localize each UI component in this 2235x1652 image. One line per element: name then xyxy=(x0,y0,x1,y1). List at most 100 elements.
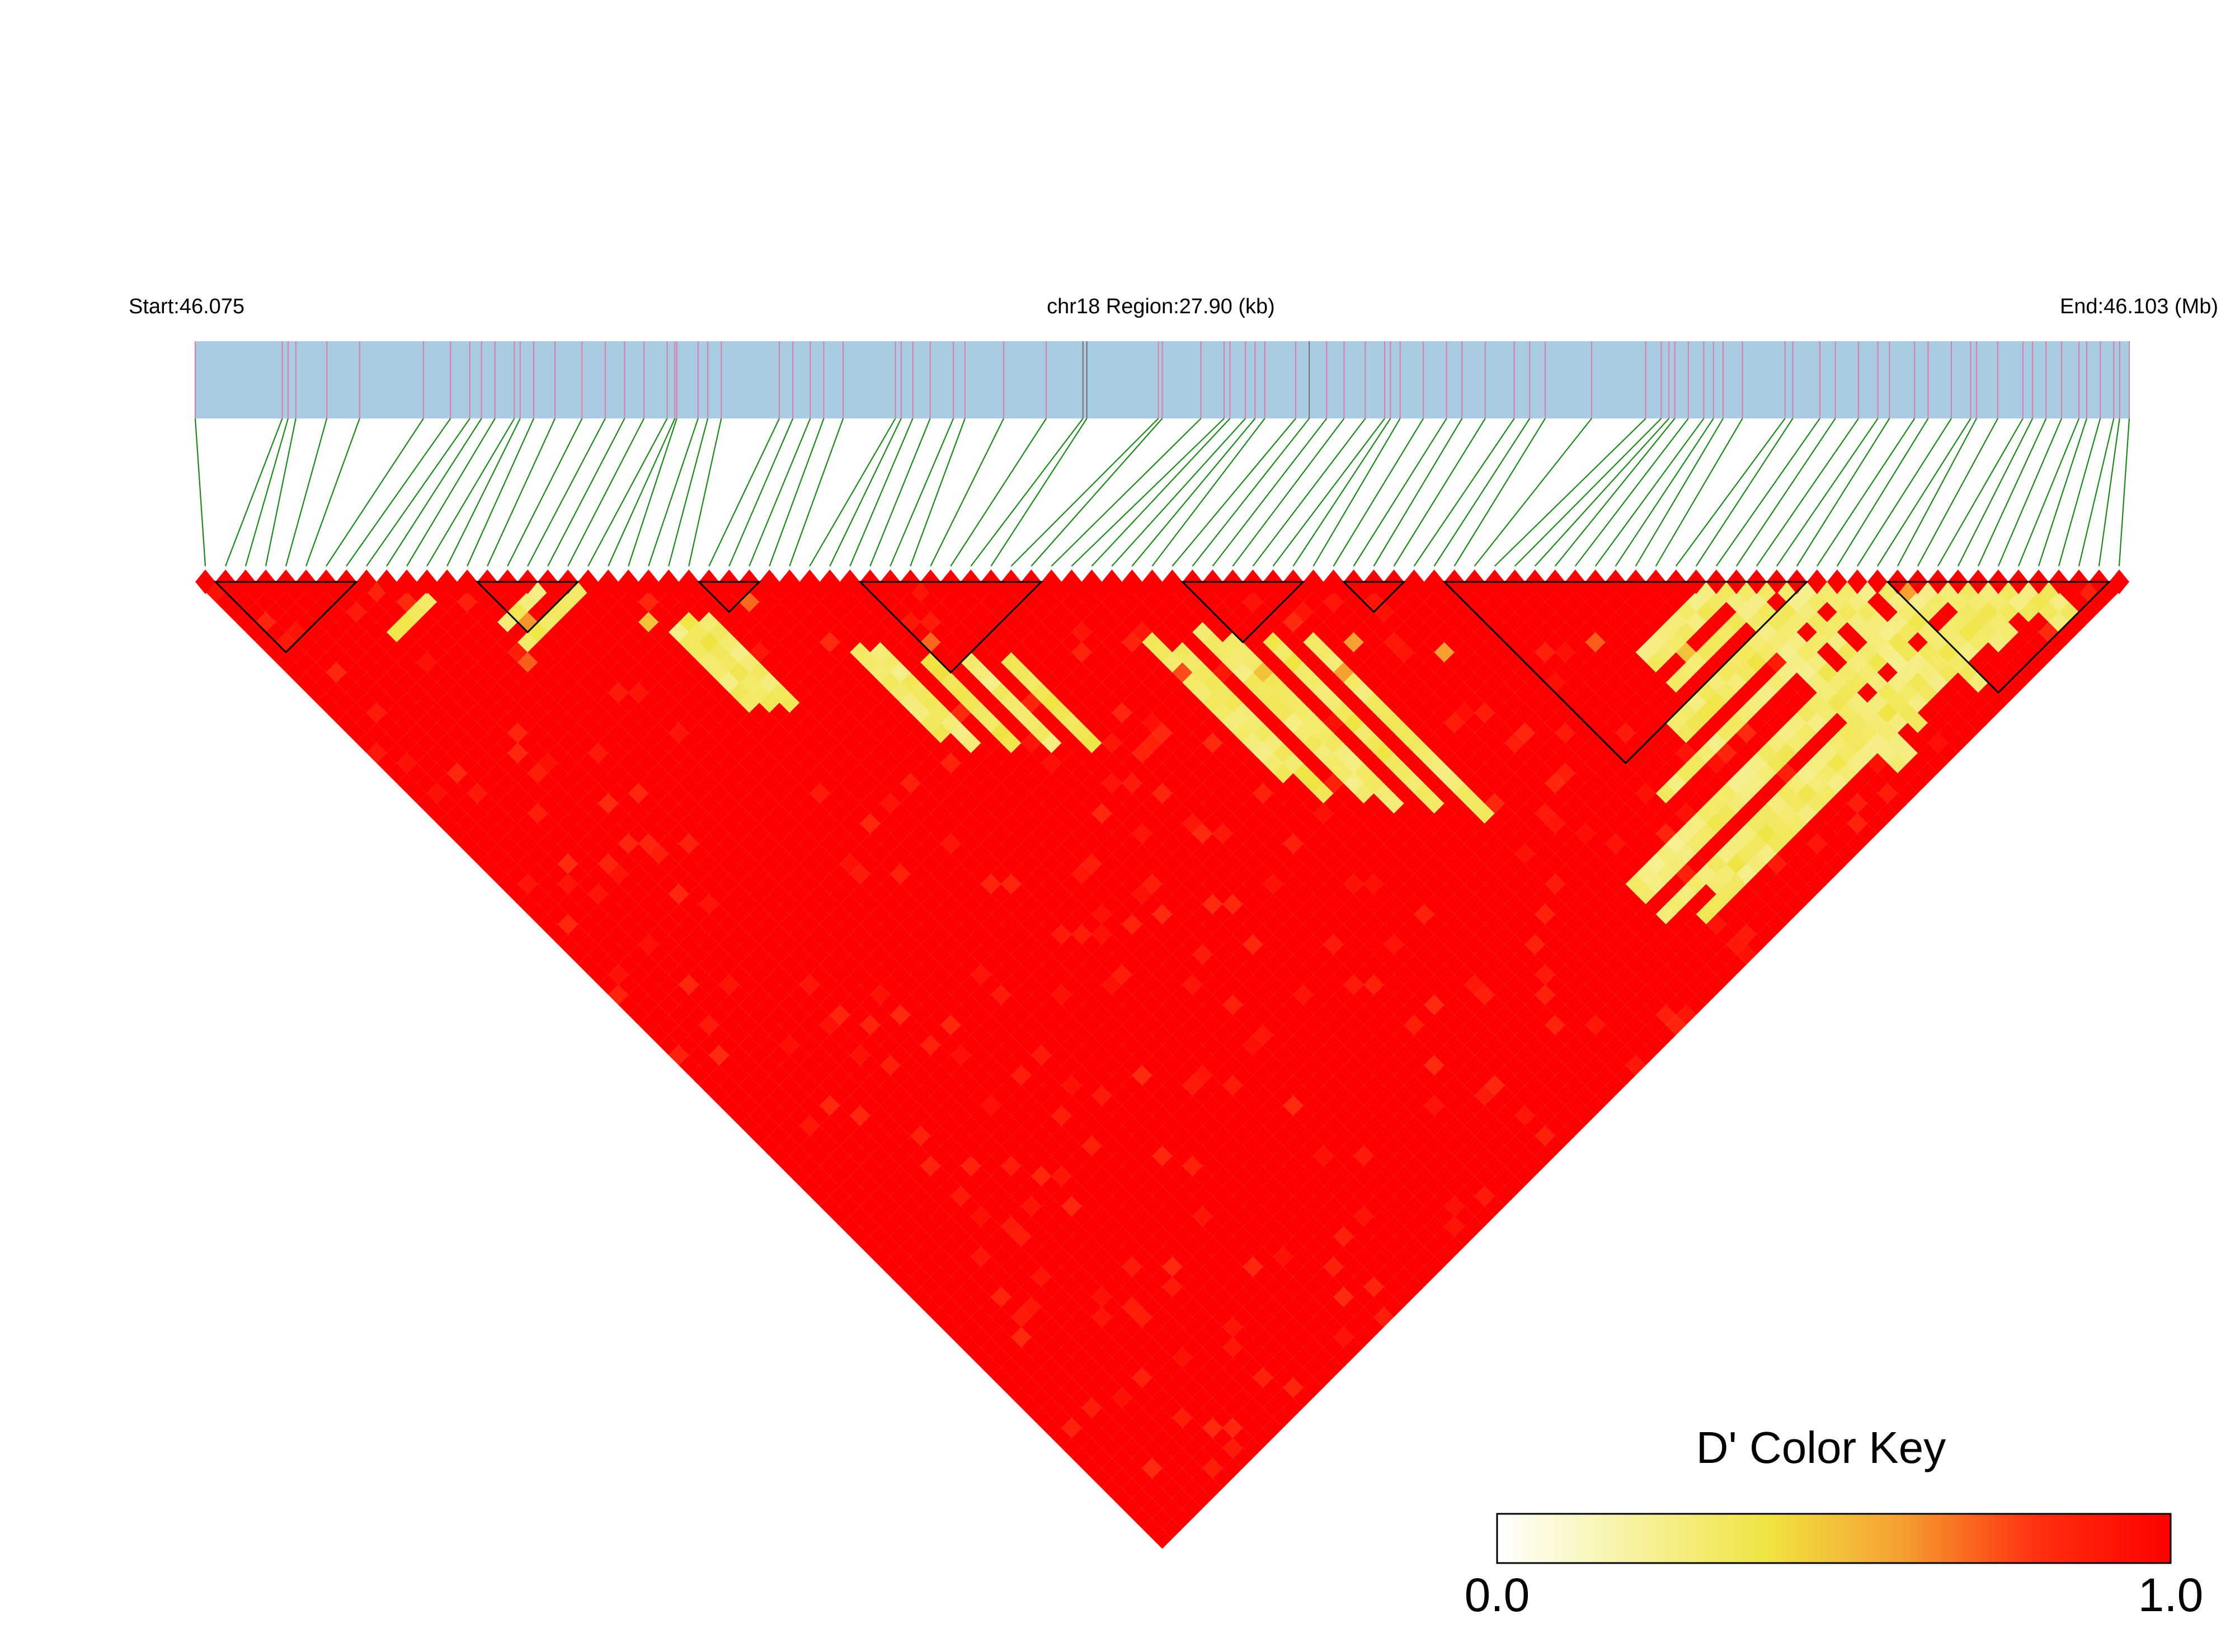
ld-cell xyxy=(1353,864,1374,884)
ld-cell xyxy=(860,813,881,834)
ld-cell xyxy=(1091,1246,1112,1267)
snp-connector xyxy=(1071,418,1225,567)
ld-cell xyxy=(1283,1256,1304,1277)
ld-cell xyxy=(669,642,689,662)
region-end-label: End:46.103 (Mb) xyxy=(2060,295,2218,318)
ld-cell xyxy=(1051,884,1072,905)
ld-cell xyxy=(1444,793,1465,814)
ld-cell xyxy=(961,672,981,693)
ld-cell xyxy=(1897,662,1918,683)
ld-cell xyxy=(1051,743,1072,764)
ld-cell xyxy=(1444,874,1465,895)
ld-cell xyxy=(749,864,770,884)
ld-cell xyxy=(1243,874,1263,895)
ld-cell xyxy=(558,632,578,652)
ld-cell xyxy=(558,793,578,814)
ld-cell xyxy=(407,662,427,683)
ld-cell xyxy=(870,1126,891,1146)
snp-connector xyxy=(1252,418,1366,567)
snp-connector xyxy=(1816,418,1916,567)
haplotype-block-outline xyxy=(213,581,359,654)
ld-cell xyxy=(759,854,780,874)
ld-cell xyxy=(1343,854,1364,874)
ld-cell xyxy=(1434,642,1455,662)
ld-cell xyxy=(1051,844,1072,864)
ld-cell xyxy=(1021,672,1042,693)
ld-cell xyxy=(1011,1246,1032,1267)
ld-cell xyxy=(1756,864,1777,884)
ld-cell xyxy=(1182,1256,1203,1277)
ld-cell xyxy=(1061,693,1082,713)
ld-cell xyxy=(1827,854,1847,874)
ld-heatmap xyxy=(195,570,2129,1549)
ld-cell xyxy=(1303,672,1324,693)
snp-ticks xyxy=(195,341,2130,418)
ld-cell xyxy=(799,1055,820,1076)
ld-cell xyxy=(1001,1256,1022,1277)
snp-connector xyxy=(224,418,283,567)
ld-cell xyxy=(1645,652,1666,672)
ld-cell xyxy=(507,662,528,683)
ld-cell xyxy=(1061,1438,1082,1458)
ld-cell xyxy=(1102,672,1122,693)
ld-cell xyxy=(1333,864,1354,884)
ld-cell xyxy=(1434,662,1455,683)
ld-cell xyxy=(1001,672,1022,693)
ld-cell xyxy=(1192,1448,1213,1469)
ld-cell xyxy=(1645,934,1666,955)
snp-connector xyxy=(1615,418,1714,567)
snp-connector xyxy=(1151,418,1265,567)
ld-cell xyxy=(991,1246,1011,1267)
ld-cell xyxy=(1968,672,1988,693)
snp-connector xyxy=(769,418,825,567)
color-key: D' Color Key 0.0 1.0 xyxy=(1465,1423,2204,1621)
ld-cell xyxy=(1414,864,1434,884)
ld-cell xyxy=(860,1136,881,1156)
ld-cell xyxy=(658,894,679,915)
ld-cell xyxy=(870,924,891,945)
ld-cell xyxy=(1011,662,1032,683)
ld-cell xyxy=(1837,683,1857,703)
ld-cell xyxy=(467,743,488,764)
ld-cell xyxy=(1404,1055,1424,1076)
ld-cell xyxy=(1424,1256,1444,1277)
ld-cell xyxy=(1464,672,1485,693)
ld-cell xyxy=(2008,672,2029,693)
ld-cell xyxy=(1253,1005,1273,1025)
ld-cell xyxy=(296,672,317,693)
haplotype-block-outline xyxy=(1180,581,1306,644)
ld-cell xyxy=(477,612,498,632)
ld-cell xyxy=(1071,1246,1092,1267)
ld-cell xyxy=(1243,1095,1263,1116)
ld-cell xyxy=(1514,864,1535,884)
ld-cell xyxy=(1444,1116,1465,1136)
ld-cell xyxy=(1504,672,1525,693)
ld-cell xyxy=(1585,854,1606,874)
snp-marker xyxy=(658,570,679,594)
ld-cell xyxy=(427,662,448,683)
ld-cell xyxy=(1837,743,1857,764)
ld-cell xyxy=(1051,683,1072,703)
ld-cell xyxy=(1061,854,1082,874)
ld-cell xyxy=(1243,954,1263,975)
ld-cell xyxy=(860,1176,881,1197)
ld-cell xyxy=(1243,1357,1263,1378)
ld-cell xyxy=(1585,672,1606,693)
ld-cell xyxy=(689,864,709,884)
ld-cell xyxy=(679,672,699,693)
ld-cell xyxy=(719,1055,740,1076)
ld-cell xyxy=(1504,1055,1525,1076)
ld-cell xyxy=(1253,904,1273,925)
snp-marker xyxy=(779,570,800,594)
ld-cell xyxy=(658,672,679,693)
ld-cell xyxy=(1806,854,1827,874)
ld-cell xyxy=(1645,874,1666,895)
ld-cell xyxy=(548,864,568,884)
ld-cell xyxy=(1253,1045,1273,1066)
ld-cell xyxy=(1665,854,1686,874)
ld-cell xyxy=(1575,662,1596,683)
ld-cell xyxy=(1061,874,1082,895)
ld-cell xyxy=(1434,1146,1455,1166)
ld-cell xyxy=(1605,1055,1626,1076)
ld-cell xyxy=(669,1045,689,1066)
